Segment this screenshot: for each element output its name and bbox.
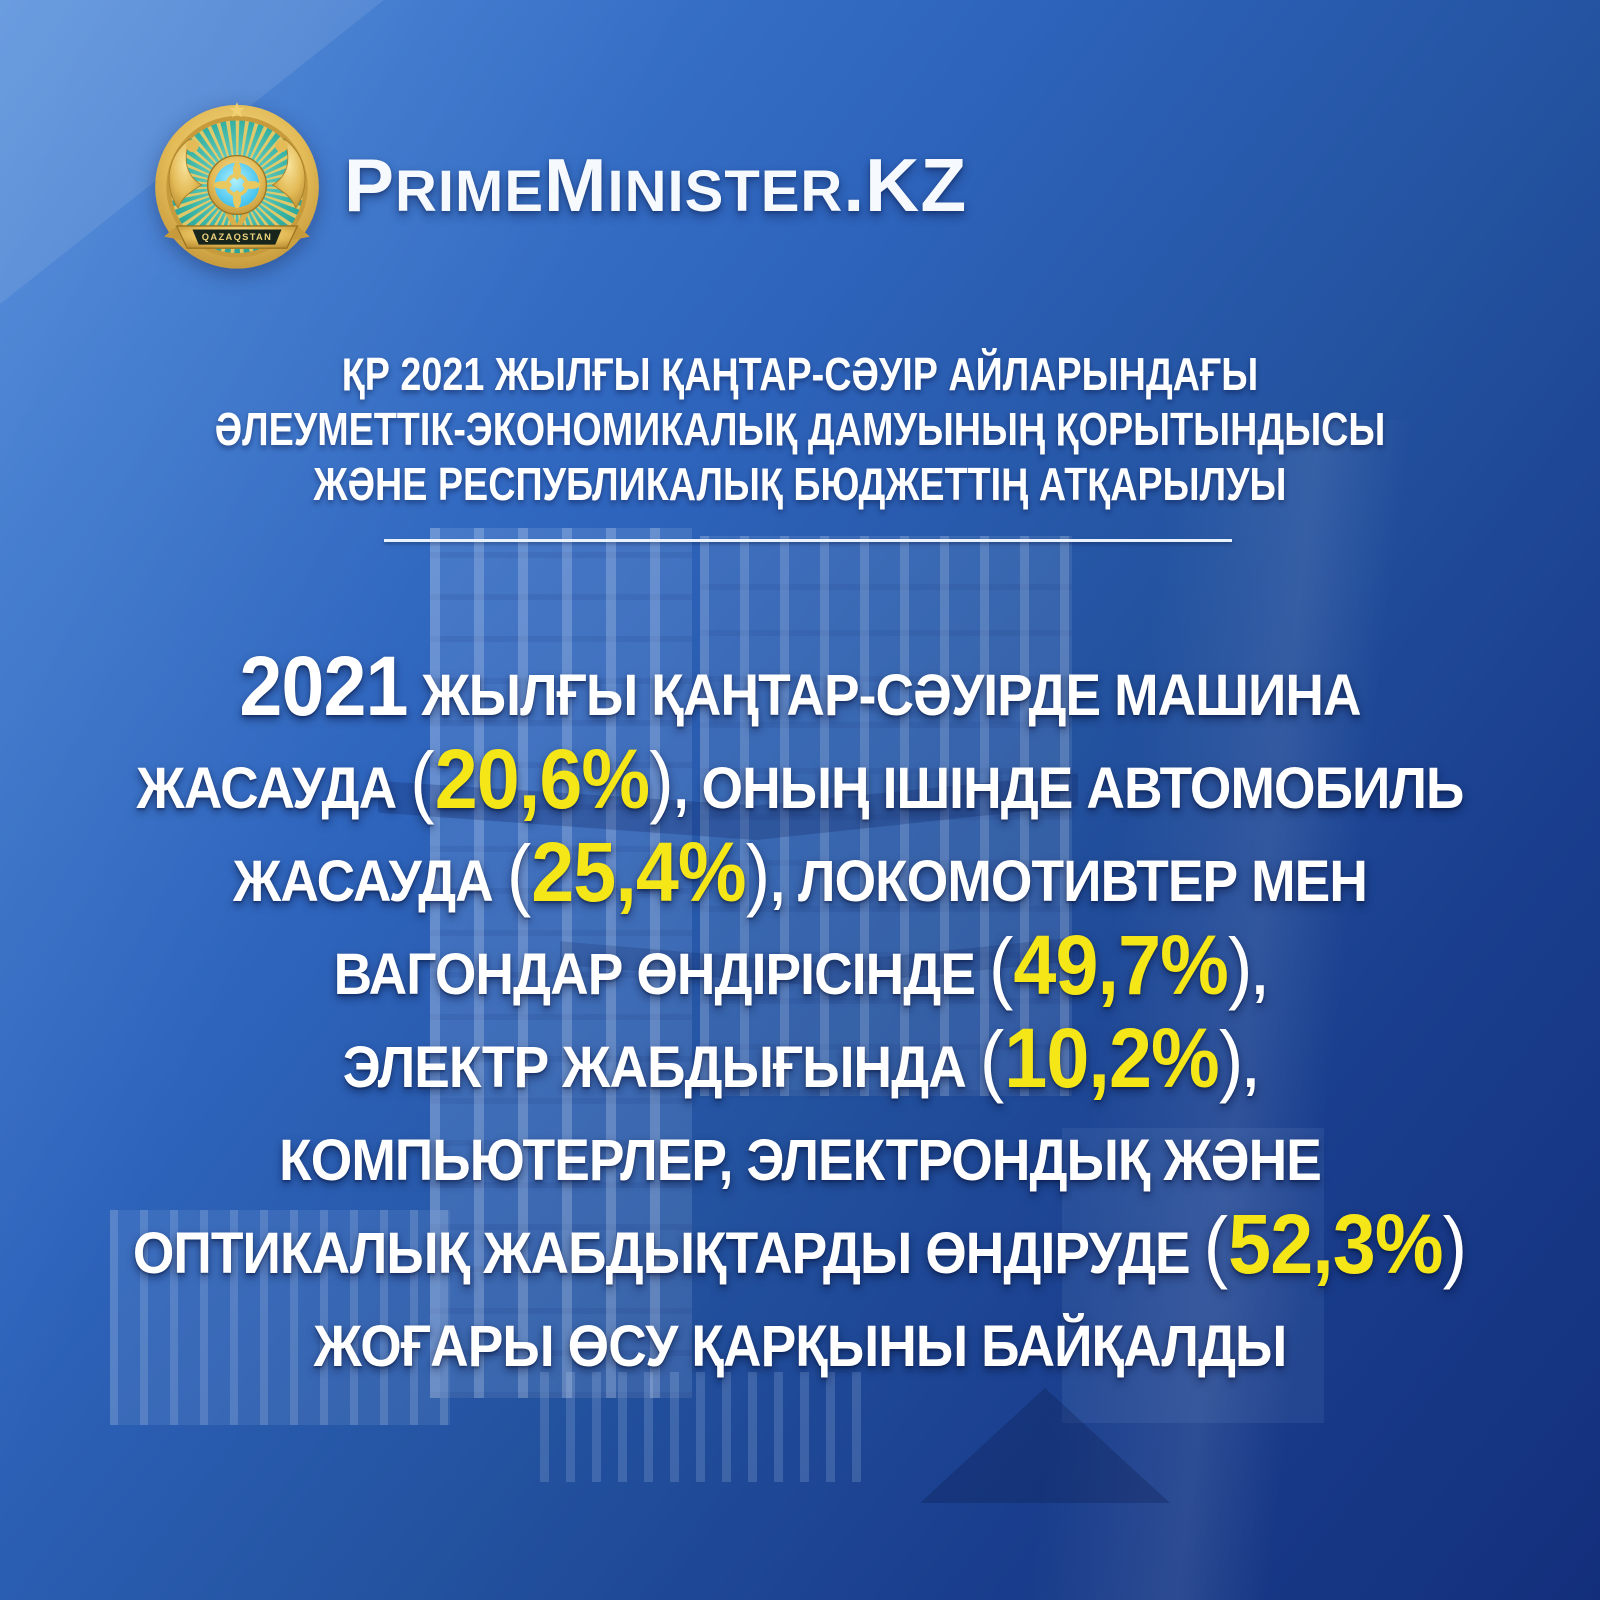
statement-text: , bbox=[1252, 942, 1267, 1007]
statement-line: ЭЛЕКТР ЖАБДЫҒЫНДА (10,2%), bbox=[64, 1012, 1536, 1105]
statement-line: ЖОҒАРЫ ӨСУ ҚАРҚЫНЫ БАЙҚАЛДЫ bbox=[64, 1291, 1536, 1384]
background-building-tower bbox=[700, 536, 1072, 1096]
brand-wordmark-segment: M bbox=[544, 143, 608, 227]
divider-line bbox=[384, 539, 1232, 542]
poster-subtitle: ҚР 2021 ЖЫЛҒЫ ҚАҢТАР-СӘУІР АЙЛАРЫНДАҒЫ ӘЛ… bbox=[0, 347, 1600, 512]
statement-text: , bbox=[1243, 1035, 1258, 1100]
subtitle-line: ЖӘНЕ РЕСПУБЛИКАЛЫҚ БЮДЖЕТТІҢ АТҚАРЫЛУЫ bbox=[313, 458, 1287, 510]
background-building-wing bbox=[1062, 1128, 1324, 1423]
background-building-colonnade bbox=[540, 1372, 870, 1482]
statement-text: ЖЫЛҒЫ ҚАҢТАР-СӘУІРДЕ МАШИНА bbox=[407, 663, 1361, 728]
brand-wordmark-segment: INISTER bbox=[607, 159, 844, 224]
statement-text: ) bbox=[1442, 1201, 1468, 1290]
statement-text: ) bbox=[649, 736, 674, 825]
main-statement: 2021 ЖЫЛҒЫ ҚАҢТАР-СӘУІРДЕ МАШИНА ЖАСАУДА … bbox=[0, 640, 1600, 1384]
subtitle-line: ҚР 2021 ЖЫЛҒЫ ҚАҢТАР-СӘУІР АЙЛАРЫНДАҒЫ bbox=[341, 348, 1259, 400]
statement-text: ЖАСАУДА bbox=[136, 756, 411, 821]
background-building-wing bbox=[110, 1210, 450, 1425]
highlight-percentage: 10,2% bbox=[1004, 1011, 1219, 1105]
statement-line: ОПТИКАЛЫҚ ЖАБДЫҚТАРДЫ ӨНДІРУДЕ (52,3%) bbox=[64, 1198, 1536, 1291]
statement-text: КОМПЬЮТЕРЛЕР, ЭЛЕКТРОНДЫҚ ЖӘНЕ bbox=[279, 1128, 1322, 1193]
statement-text: 2021 bbox=[239, 639, 408, 733]
highlight-percentage: 49,7% bbox=[1013, 918, 1228, 1012]
brand-wordmark: PRIMEMINISTER.KZ bbox=[344, 137, 967, 233]
statement-text: ЭЛЕКТР ЖАБДЫҒЫНДА bbox=[342, 1035, 980, 1100]
statement-text: ( bbox=[410, 736, 435, 825]
statement-text: ЖАСАУДА bbox=[233, 849, 507, 914]
highlight-percentage: 20,6% bbox=[434, 732, 650, 826]
highlight-percentage: 52,3% bbox=[1228, 1197, 1443, 1291]
brand-wordmark-segment: P bbox=[344, 143, 396, 227]
statement-line: ЖАСАУДА (20,6%), ОНЫҢ ІШІНДЕ АВТОМОБИЛЬ bbox=[64, 733, 1536, 826]
statement-text: ( bbox=[988, 922, 1014, 1011]
highlight-percentage: 25,4% bbox=[531, 825, 746, 919]
statement-text: ) bbox=[1218, 1015, 1244, 1104]
emblem-banner-text: QAZAQSTAN bbox=[202, 232, 272, 242]
statement-line: ВАГОНДАР ӨНДІРІСІНДЕ (49,7%), bbox=[64, 919, 1536, 1012]
statement-text: ОПТИКАЛЫҚ ЖАБДЫҚТАРДЫ ӨНДІРУДЕ bbox=[132, 1221, 1204, 1286]
statement-text: ( bbox=[1203, 1201, 1229, 1290]
statement-text: ) bbox=[1227, 922, 1253, 1011]
statement-text: ( bbox=[506, 829, 532, 918]
statement-text: , ОНЫҢ ІШІНДЕ АВТОМОБИЛЬ bbox=[673, 756, 1465, 821]
statement-text: ) bbox=[745, 829, 771, 918]
subtitle-line: ӘЛЕУМЕТТІК-ЭКОНОМИКАЛЫҚ ДАМУЫНЫҢ ҚОРЫТЫН… bbox=[214, 403, 1386, 455]
statement-text: ( bbox=[979, 1015, 1005, 1104]
brand-wordmark-segment: RIME bbox=[395, 159, 545, 224]
kazakhstan-emblem-icon: QAZAQSTAN bbox=[155, 102, 319, 269]
statement-line: ЖАСАУДА (25,4%), ЛОКОМОТИВТЕР МЕН bbox=[64, 826, 1536, 919]
background-building-tower bbox=[430, 528, 692, 1398]
brand-wordmark-segment: .KZ bbox=[843, 143, 968, 227]
statement-text: ВАГОНДАР ӨНДІРІСІНДЕ bbox=[333, 942, 989, 1007]
statement-line: КОМПЬЮТЕРЛЕР, ЭЛЕКТРОНДЫҚ ЖӘНЕ bbox=[64, 1105, 1536, 1198]
statement-text: ЖОҒАРЫ ӨСУ ҚАРҚЫНЫ БАЙҚАЛДЫ bbox=[313, 1314, 1288, 1379]
statement-line: 2021 ЖЫЛҒЫ ҚАҢТАР-СӘУІРДЕ МАШИНА bbox=[64, 640, 1536, 733]
statement-text: , ЛОКОМОТИВТЕР МЕН bbox=[770, 849, 1368, 914]
